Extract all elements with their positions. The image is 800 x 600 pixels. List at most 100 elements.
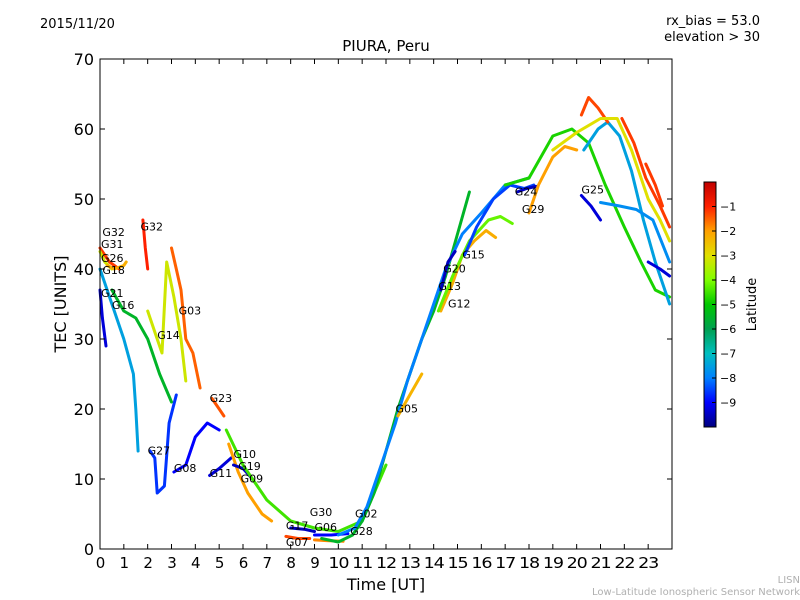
x-tick-label: 15 [448, 554, 469, 572]
elevation-label: elevation > 30 [664, 30, 760, 45]
series-G27 [148, 393, 178, 495]
satellite-label: G03 [179, 305, 202, 318]
series-G25 [579, 194, 602, 222]
series-G22 [579, 96, 610, 124]
x-tick-label: 19 [543, 554, 564, 572]
x-tick-label: 14 [424, 554, 445, 572]
x-tick-label: 0 [96, 554, 105, 572]
satellite-label: G11 [210, 467, 233, 480]
series-G14 [146, 260, 188, 383]
satellite-label: G27 [148, 445, 171, 458]
x-tick-label: 21 [591, 554, 612, 572]
series-G32 [98, 246, 121, 271]
series-G11 [208, 456, 233, 477]
chart-title: PIURA, Peru [342, 37, 430, 55]
x-tick-label: 5 [215, 554, 224, 572]
satellite-label: G07 [286, 536, 309, 549]
series-G02 [336, 176, 531, 537]
series-G24 [515, 184, 538, 194]
satellite-label: G32 [141, 221, 164, 234]
x-tick-label: 16 [471, 554, 492, 572]
satellite-label: G20 [443, 263, 466, 276]
colorbar-tick-label: −4 [720, 274, 736, 287]
series-G05 [396, 372, 424, 418]
satellite-label: G30 [310, 506, 333, 519]
satellite-label: G05 [396, 403, 419, 416]
satellite-label: G15 [462, 249, 485, 262]
colorbar-tick-label: −8 [720, 372, 736, 385]
satellite-label: G32 [102, 226, 125, 239]
series-G23 [210, 397, 226, 418]
series-G04b [646, 260, 672, 278]
x-tick-label: 1 [120, 554, 129, 572]
satellite-label: G31 [101, 238, 124, 251]
colorbar-label: Latitude [745, 278, 760, 332]
x-tick-label: 17 [495, 554, 516, 572]
y-tick-label: 70 [74, 50, 94, 69]
satellite-label: G19 [238, 460, 261, 473]
satellite-label: G17 [286, 519, 309, 532]
x-tick-label: 6 [239, 554, 248, 572]
series-G25c [599, 201, 672, 264]
x-tick-label: 7 [263, 554, 272, 572]
satellite-label: G09 [241, 473, 264, 486]
x-axis-label: Time [UT] [346, 575, 425, 594]
satellite-label: G21 [101, 287, 124, 300]
meta-info: rx_bias = 53.0 elevation > 30 [664, 14, 760, 46]
colorbar-tick-label: −2 [720, 225, 736, 238]
satellite-label: G29 [522, 203, 545, 216]
satellite-label: G18 [102, 264, 125, 277]
series-G19 [227, 442, 274, 523]
satellite-label: G14 [157, 329, 180, 342]
x-tick-label: 8 [286, 554, 295, 572]
series-G16 [98, 267, 140, 453]
series-G31 [110, 288, 173, 404]
y-tick-label: 50 [74, 190, 94, 209]
series-G07 [284, 534, 312, 540]
series-G20 [436, 215, 514, 313]
series-G22b [551, 117, 672, 243]
series-G13 [439, 250, 457, 292]
x-tick-label: 4 [191, 554, 200, 572]
series-G25b [582, 120, 672, 306]
y-tick-label: 30 [74, 330, 94, 349]
satellite-label: G06 [315, 521, 338, 534]
x-tick-label: 23 [638, 554, 659, 572]
satellite-label: G28 [350, 525, 373, 538]
y-tick-label: 20 [74, 400, 94, 419]
date-label: 2015/11/20 [40, 17, 115, 32]
x-tick-label: 10 [328, 554, 349, 572]
satellite-label: G12 [448, 298, 471, 311]
colorbar-tick-label: −1 [720, 201, 736, 214]
satellite-label: G24 [515, 186, 538, 199]
credit-short: LISN [777, 575, 800, 586]
satellite-label: G02 [355, 508, 378, 521]
colorbar-tick-label: −5 [720, 299, 736, 312]
series-G32b [141, 218, 150, 271]
series-G04 [644, 162, 664, 208]
y-tick-label: 10 [74, 470, 94, 489]
satellite-label: G13 [438, 280, 461, 293]
series-G29 [527, 145, 579, 215]
colorbar-tick-label: −7 [720, 348, 736, 361]
satellite-label: G23 [210, 392, 233, 405]
series-G28 [320, 190, 471, 544]
x-tick-label: 2 [143, 554, 152, 572]
rx-bias-label: rx_bias = 53.0 [666, 14, 760, 29]
colorbar-tick-label: −9 [720, 397, 736, 410]
credit-long: Low-Latitude Ionospheric Sensor Network [592, 587, 800, 598]
satellite-label: G10 [233, 448, 256, 461]
x-tick-label: 18 [519, 554, 540, 572]
y-tick-label: 0 [84, 540, 94, 559]
x-tick-label: 11 [352, 554, 373, 572]
satellite-label: G26 [101, 252, 124, 265]
x-tick-label: 20 [567, 554, 588, 572]
satellite-label: G08 [174, 462, 197, 475]
x-tick-label: 9 [310, 554, 319, 572]
y-tick-label: 40 [74, 260, 94, 279]
series-G01 [620, 117, 672, 229]
x-tick-label: 13 [400, 554, 421, 572]
series-G18 [105, 260, 128, 271]
colorbar-tick-label: −3 [720, 250, 736, 263]
